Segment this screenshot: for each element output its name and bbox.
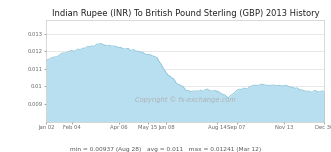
Title: Indian Rupee (INR) To British Pound Sterling (GBP) 2013 History: Indian Rupee (INR) To British Pound Ster… — [52, 9, 319, 18]
Text: min = 0.00937 (Aug 28)   avg = 0.011   max = 0.01241 (Mar 12): min = 0.00937 (Aug 28) avg = 0.011 max =… — [70, 147, 261, 152]
Text: Copyright © fx-exchange.com: Copyright © fx-exchange.com — [135, 96, 236, 103]
